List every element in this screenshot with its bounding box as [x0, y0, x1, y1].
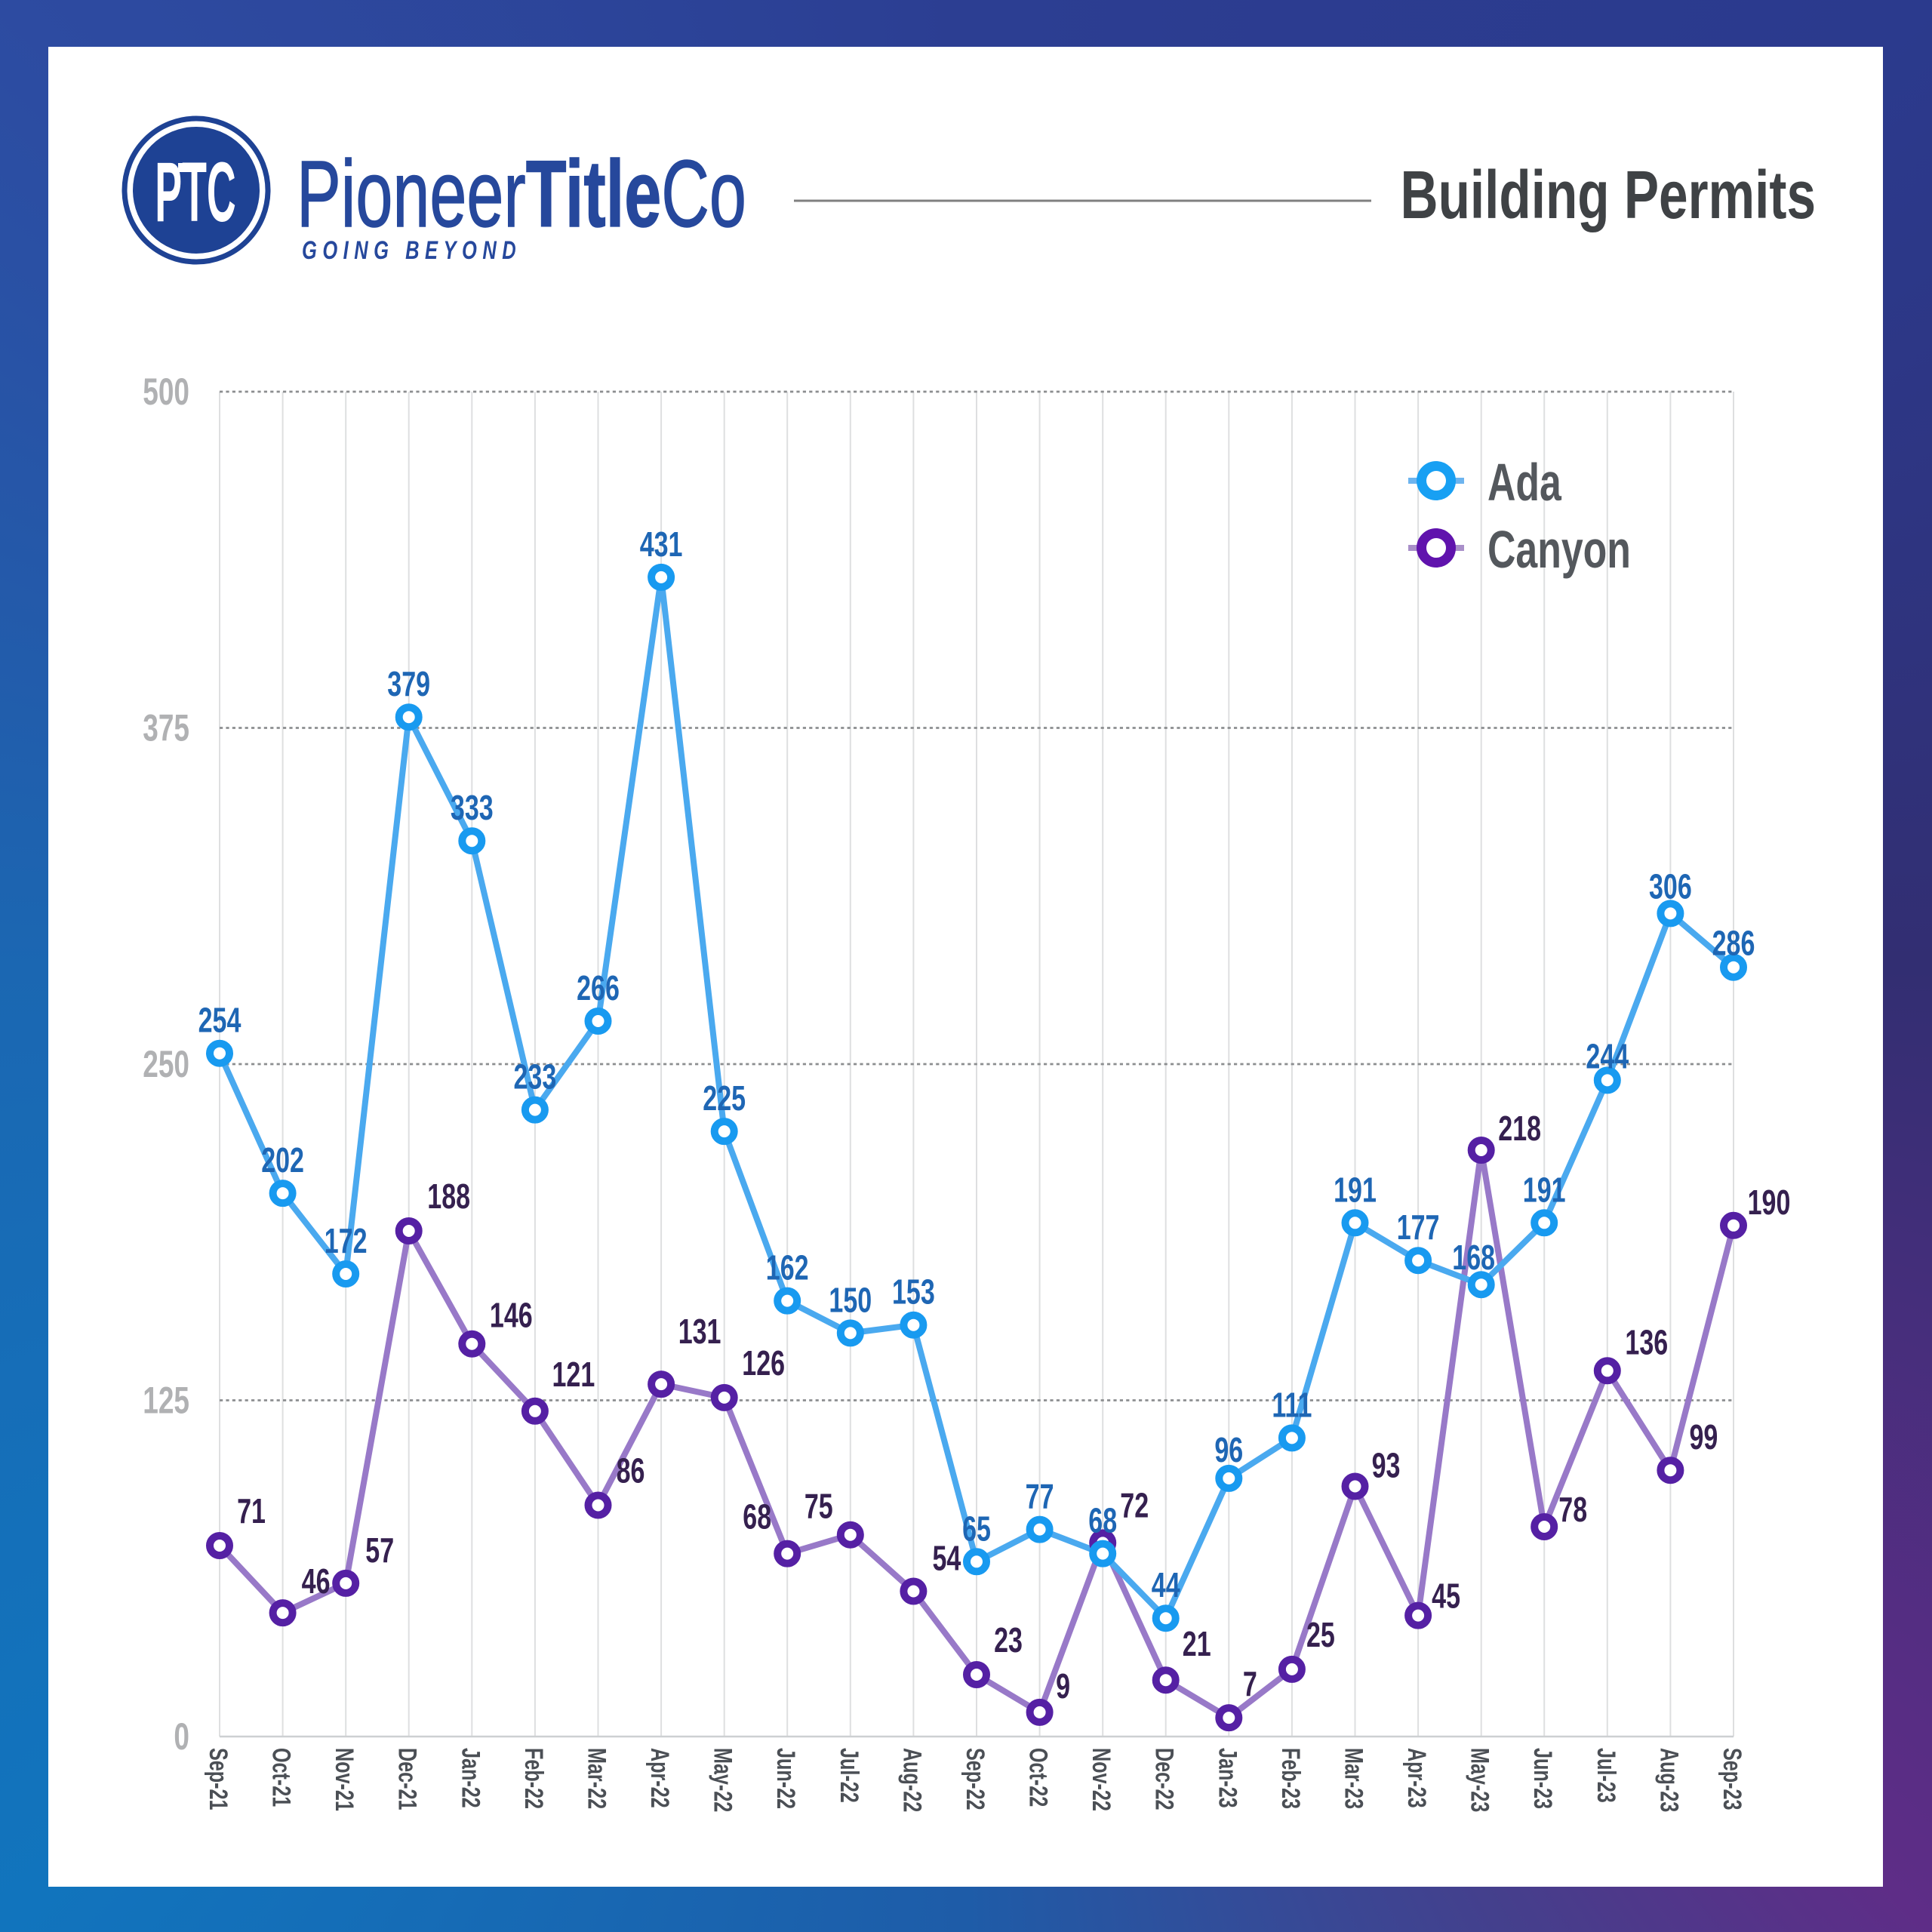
svg-text:Jul-22: Jul-22 [835, 1748, 863, 1803]
svg-text:44: 44 [1152, 1565, 1180, 1604]
svg-text:May-22: May-22 [709, 1748, 737, 1812]
svg-text:Nov-21: Nov-21 [330, 1748, 358, 1811]
svg-text:Apr-22: Apr-22 [645, 1748, 674, 1808]
svg-text:77: 77 [1026, 1477, 1054, 1516]
svg-text:Aug-22: Aug-22 [897, 1748, 926, 1812]
svg-text:333: 333 [451, 788, 494, 827]
svg-text:188: 188 [427, 1177, 470, 1216]
svg-text:71: 71 [237, 1491, 266, 1531]
svg-text:177: 177 [1397, 1208, 1440, 1247]
svg-text:244: 244 [1586, 1036, 1629, 1075]
svg-text:172: 172 [325, 1221, 368, 1260]
svg-text:202: 202 [261, 1140, 304, 1180]
svg-text:146: 146 [490, 1296, 533, 1335]
svg-text:GOING BEYOND: GOING BEYOND [302, 237, 521, 265]
svg-text:57: 57 [365, 1531, 394, 1570]
svg-text:Sep-22: Sep-22 [961, 1748, 989, 1810]
svg-text:Mar-23: Mar-23 [1340, 1748, 1368, 1809]
svg-text:54: 54 [932, 1538, 961, 1577]
svg-text:500: 500 [143, 371, 189, 414]
svg-text:191: 191 [1334, 1170, 1377, 1209]
svg-text:Jan-22: Jan-22 [456, 1748, 485, 1808]
svg-text:93: 93 [1372, 1445, 1401, 1484]
svg-text:Jul-23: Jul-23 [1592, 1748, 1620, 1803]
svg-text:266: 266 [577, 968, 620, 1008]
svg-text:PTC: PTC [155, 144, 236, 239]
svg-text:99: 99 [1689, 1417, 1718, 1457]
svg-text:Oct-22: Oct-22 [1024, 1748, 1053, 1807]
svg-text:121: 121 [552, 1355, 595, 1394]
svg-text:Nov-22: Nov-22 [1087, 1748, 1115, 1811]
svg-text:Apr-23: Apr-23 [1402, 1748, 1431, 1808]
svg-text:Oct-21: Oct-21 [267, 1748, 296, 1807]
svg-text:233: 233 [514, 1057, 557, 1097]
svg-text:Aug-23: Aug-23 [1654, 1748, 1683, 1812]
svg-text:153: 153 [892, 1272, 935, 1312]
svg-text:Sep-21: Sep-21 [204, 1748, 232, 1810]
svg-text:Ada: Ada [1487, 453, 1561, 512]
svg-text:126: 126 [742, 1343, 785, 1383]
svg-text:46: 46 [302, 1561, 331, 1601]
svg-text:72: 72 [1120, 1485, 1149, 1524]
svg-text:Dec-21: Dec-21 [393, 1748, 422, 1810]
svg-text:45: 45 [1432, 1577, 1460, 1616]
svg-text:86: 86 [617, 1451, 645, 1490]
svg-text:125: 125 [143, 1380, 189, 1422]
svg-text:0: 0 [174, 1716, 189, 1758]
svg-text:23: 23 [994, 1620, 1023, 1660]
svg-text:Jun-22: Jun-22 [771, 1748, 800, 1809]
svg-text:286: 286 [1712, 924, 1755, 963]
svg-text:96: 96 [1214, 1430, 1243, 1469]
svg-text:Canyon: Canyon [1487, 520, 1631, 579]
svg-text:111: 111 [1272, 1385, 1312, 1424]
svg-text:68: 68 [1088, 1501, 1117, 1540]
svg-text:218: 218 [1498, 1109, 1541, 1148]
svg-text:21: 21 [1183, 1624, 1211, 1663]
svg-text:PioneerTitleCo: PioneerTitleCo [297, 141, 746, 247]
svg-text:150: 150 [829, 1280, 872, 1319]
svg-text:Dec-22: Dec-22 [1150, 1748, 1179, 1810]
svg-text:Jan-23: Jan-23 [1213, 1748, 1241, 1808]
svg-text:190: 190 [1748, 1183, 1791, 1222]
svg-text:9: 9 [1056, 1666, 1070, 1706]
svg-text:168: 168 [1452, 1238, 1495, 1277]
svg-text:Feb-23: Feb-23 [1276, 1748, 1305, 1809]
svg-text:7: 7 [1243, 1664, 1257, 1703]
svg-text:Mar-22: Mar-22 [583, 1748, 611, 1809]
svg-text:Jun-23: Jun-23 [1528, 1748, 1557, 1809]
svg-text:254: 254 [198, 1001, 242, 1040]
svg-text:25: 25 [1306, 1615, 1335, 1654]
svg-text:250: 250 [143, 1044, 189, 1086]
svg-text:May-23: May-23 [1466, 1748, 1494, 1812]
svg-text:379: 379 [387, 664, 430, 703]
svg-text:306: 306 [1649, 866, 1692, 906]
svg-text:68: 68 [743, 1497, 771, 1537]
svg-text:Sep-23: Sep-23 [1718, 1748, 1746, 1810]
svg-text:191: 191 [1523, 1170, 1566, 1209]
svg-text:Building Permits: Building Permits [1401, 157, 1816, 233]
svg-text:131: 131 [678, 1312, 721, 1351]
svg-text:Feb-22: Feb-22 [519, 1748, 548, 1809]
svg-text:136: 136 [1625, 1322, 1668, 1361]
svg-text:65: 65 [962, 1509, 991, 1548]
svg-text:375: 375 [143, 707, 189, 749]
svg-text:225: 225 [703, 1078, 746, 1118]
svg-text:75: 75 [804, 1487, 833, 1526]
svg-text:78: 78 [1558, 1490, 1587, 1529]
svg-text:431: 431 [640, 525, 683, 564]
svg-text:162: 162 [766, 1248, 809, 1287]
